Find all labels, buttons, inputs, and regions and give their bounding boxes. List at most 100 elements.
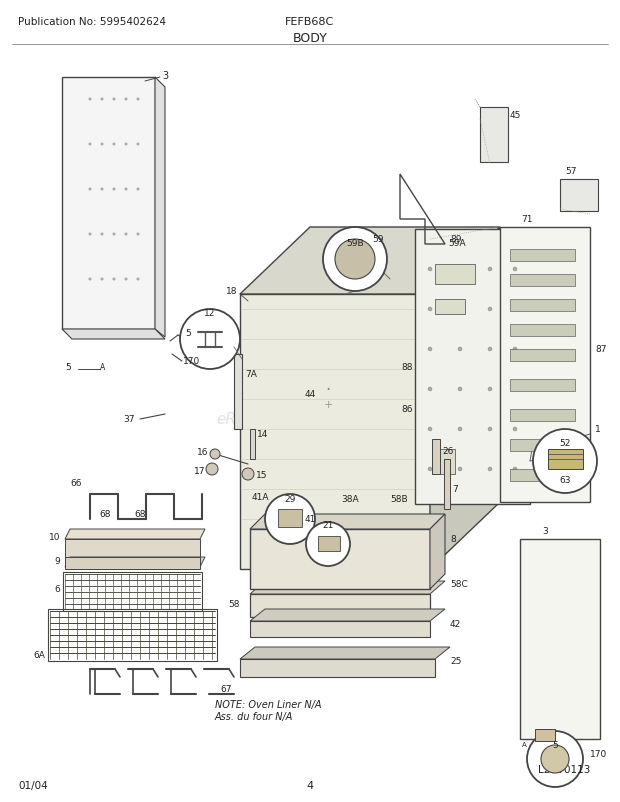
Bar bbox=[510, 379, 575, 391]
Circle shape bbox=[513, 427, 517, 431]
Circle shape bbox=[428, 427, 432, 431]
Circle shape bbox=[458, 347, 462, 351]
Circle shape bbox=[125, 99, 128, 101]
Text: 3: 3 bbox=[162, 71, 168, 81]
Bar bbox=[234, 354, 242, 429]
Bar bbox=[510, 439, 575, 452]
Bar bbox=[48, 610, 217, 661]
Text: 170: 170 bbox=[590, 750, 607, 759]
Text: 6: 6 bbox=[55, 585, 60, 593]
Polygon shape bbox=[65, 529, 205, 539]
Polygon shape bbox=[250, 594, 430, 618]
Circle shape bbox=[125, 233, 128, 237]
Circle shape bbox=[488, 347, 492, 351]
Text: 170: 170 bbox=[183, 357, 200, 366]
Text: 7: 7 bbox=[452, 485, 458, 494]
Circle shape bbox=[100, 233, 104, 237]
Circle shape bbox=[335, 240, 375, 280]
Circle shape bbox=[428, 468, 432, 472]
Circle shape bbox=[488, 427, 492, 431]
Bar bbox=[435, 265, 475, 285]
Text: 21: 21 bbox=[322, 520, 334, 529]
Text: 68: 68 bbox=[135, 509, 146, 518]
Text: 12: 12 bbox=[205, 309, 216, 318]
Bar bbox=[432, 439, 440, 475]
Circle shape bbox=[458, 387, 462, 391]
Circle shape bbox=[136, 188, 140, 191]
Text: 45: 45 bbox=[510, 111, 521, 119]
Polygon shape bbox=[155, 78, 165, 338]
Polygon shape bbox=[500, 228, 590, 502]
Text: 10: 10 bbox=[48, 533, 60, 542]
Polygon shape bbox=[62, 78, 155, 330]
Polygon shape bbox=[62, 330, 165, 339]
Circle shape bbox=[428, 268, 432, 272]
Polygon shape bbox=[415, 229, 530, 504]
Text: A: A bbox=[100, 363, 105, 372]
Circle shape bbox=[458, 308, 462, 312]
Circle shape bbox=[513, 308, 517, 312]
Text: 26: 26 bbox=[442, 447, 453, 456]
Bar bbox=[510, 274, 575, 286]
Circle shape bbox=[100, 278, 104, 282]
Bar bbox=[250, 429, 255, 460]
Bar bbox=[510, 249, 575, 261]
Text: Publication No: 5995402624: Publication No: 5995402624 bbox=[18, 17, 166, 27]
Text: 59A: 59A bbox=[448, 238, 466, 247]
Text: 5: 5 bbox=[552, 740, 558, 749]
Polygon shape bbox=[240, 647, 450, 659]
Text: A: A bbox=[522, 741, 527, 747]
Text: 4: 4 bbox=[306, 780, 314, 790]
Circle shape bbox=[513, 468, 517, 472]
Circle shape bbox=[180, 310, 240, 370]
Circle shape bbox=[428, 387, 432, 391]
Bar bbox=[548, 449, 583, 469]
Text: 58B: 58B bbox=[390, 495, 407, 504]
Text: NOTE: Oven Liner N/A: NOTE: Oven Liner N/A bbox=[215, 699, 322, 709]
Text: 42: 42 bbox=[450, 620, 461, 629]
Text: 57: 57 bbox=[565, 167, 577, 176]
Bar bbox=[510, 325, 575, 337]
Polygon shape bbox=[240, 294, 430, 569]
Circle shape bbox=[89, 278, 92, 282]
Circle shape bbox=[458, 268, 462, 272]
Text: 58: 58 bbox=[229, 600, 240, 609]
Circle shape bbox=[306, 522, 350, 566]
Polygon shape bbox=[240, 659, 435, 677]
Bar bbox=[435, 449, 455, 475]
Circle shape bbox=[125, 188, 128, 191]
Text: 66: 66 bbox=[71, 479, 82, 488]
Polygon shape bbox=[250, 622, 430, 638]
Polygon shape bbox=[430, 228, 500, 569]
Text: 3: 3 bbox=[542, 526, 548, 535]
Text: 38A: 38A bbox=[341, 495, 359, 504]
Text: 15: 15 bbox=[256, 471, 267, 480]
Bar bbox=[65, 557, 200, 569]
Text: 71: 71 bbox=[521, 215, 533, 224]
Text: 5: 5 bbox=[65, 363, 71, 372]
Bar bbox=[278, 509, 302, 528]
Text: 29: 29 bbox=[285, 494, 296, 504]
Bar bbox=[510, 469, 575, 481]
Polygon shape bbox=[250, 529, 430, 589]
Text: 58C: 58C bbox=[450, 580, 467, 589]
Polygon shape bbox=[65, 557, 205, 567]
Text: 6A: 6A bbox=[33, 650, 45, 660]
Circle shape bbox=[89, 99, 92, 101]
Text: 59B: 59B bbox=[346, 239, 364, 248]
Text: 59: 59 bbox=[372, 235, 384, 244]
Circle shape bbox=[100, 188, 104, 191]
Circle shape bbox=[488, 268, 492, 272]
Circle shape bbox=[112, 144, 115, 146]
Circle shape bbox=[428, 347, 432, 351]
Circle shape bbox=[265, 494, 315, 545]
Text: 37: 37 bbox=[123, 415, 135, 424]
Circle shape bbox=[136, 99, 140, 101]
Circle shape bbox=[136, 278, 140, 282]
Circle shape bbox=[541, 745, 569, 773]
Circle shape bbox=[488, 468, 492, 472]
Text: ·: · bbox=[326, 380, 330, 399]
Text: 16: 16 bbox=[197, 448, 208, 457]
Text: 87: 87 bbox=[595, 345, 606, 354]
Polygon shape bbox=[430, 514, 445, 589]
